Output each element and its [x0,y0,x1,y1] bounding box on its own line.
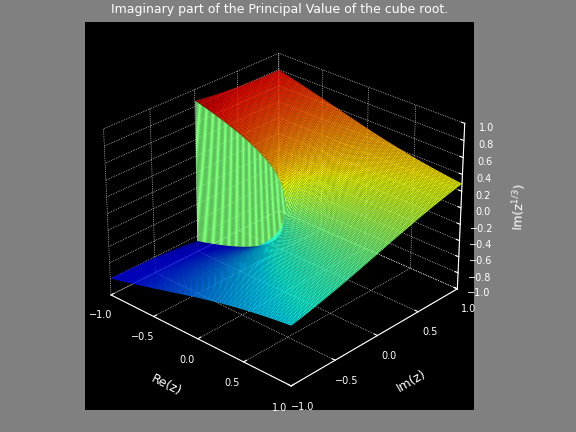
Y-axis label: Im(z): Im(z) [394,367,429,394]
X-axis label: Re(z): Re(z) [149,372,183,399]
Title: Imaginary part of the Principal Value of the cube root.: Imaginary part of the Principal Value of… [111,3,448,16]
